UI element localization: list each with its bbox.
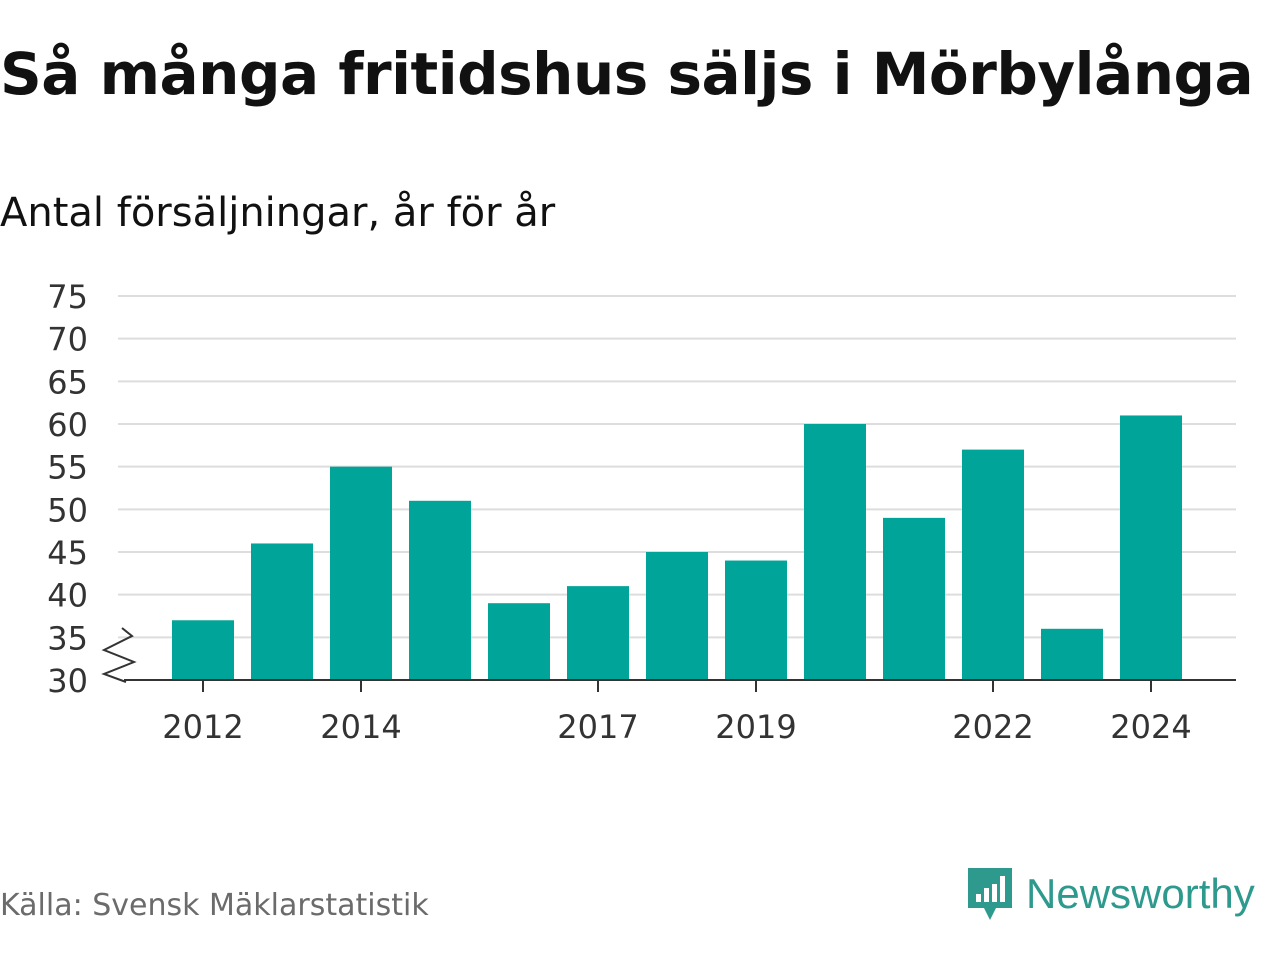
y-tick-label: 65 [47,363,88,401]
bar [883,517,945,680]
chart-title: Så många fritidshus säljs i Mörbylånga [0,40,1254,108]
y-tick-label: 40 [47,577,88,615]
y-tick-label: 50 [47,491,88,529]
x-tick-label: 2024 [1110,708,1191,746]
x-axis-ticks: 2012 2014 2017 2019 2022 2024 [162,680,1192,746]
bar [646,552,708,680]
chart-subtitle: Antal försäljningar, år för år [0,190,556,236]
bars [172,415,1182,680]
x-tick-label: 2012 [162,708,243,746]
bar [172,620,234,680]
y-axis-ticks: 30 35 40 45 50 55 60 65 70 75 [47,278,88,700]
bar [330,466,392,680]
brand-logo[interactable]: Newsworthy [964,864,1255,924]
y-tick-label: 75 [47,278,88,316]
y-tick-label: 35 [47,619,88,657]
bar [409,500,471,680]
brand-name: Newsworthy [1026,870,1255,917]
source-note: Källa: Svensk Mäklarstatistik [0,888,429,923]
bar [1120,415,1182,680]
y-tick-label: 70 [47,321,88,359]
bar [251,543,313,680]
bar [725,560,787,680]
bar [1041,628,1103,680]
bar [488,603,550,680]
y-tick-label: 45 [47,534,88,572]
y-tick-label: 30 [47,662,88,700]
x-tick-label: 2019 [715,708,796,746]
x-tick-label: 2017 [557,708,638,746]
x-tick-label: 2022 [952,708,1033,746]
x-tick-label: 2014 [320,708,401,746]
bar [962,449,1024,680]
x-axis [101,627,1236,683]
bar [804,424,866,680]
bar [567,586,629,680]
bar-chart: 30 35 40 45 50 55 60 65 70 75 2012 2014 2017 2019 202… [47,278,1236,746]
newsworthy-logo-icon [968,868,1012,920]
y-tick-label: 60 [47,406,88,444]
y-tick-label: 55 [47,449,88,487]
axis-break-icon [101,627,137,683]
